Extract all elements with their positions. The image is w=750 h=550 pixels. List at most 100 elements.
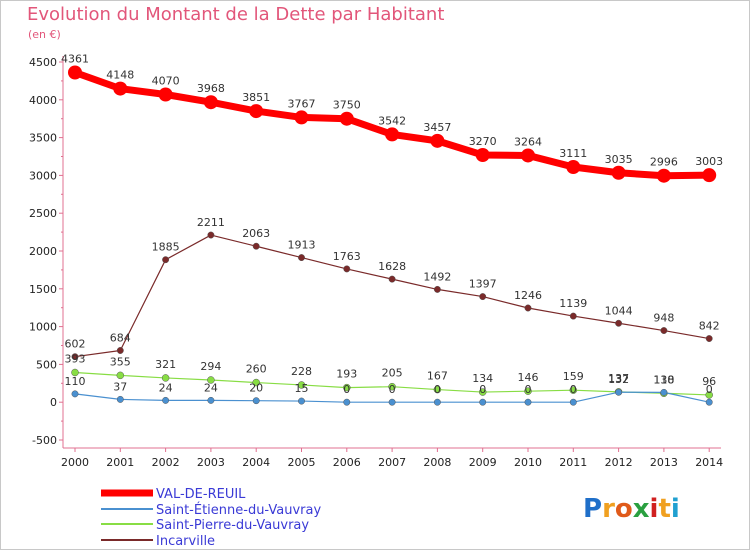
x-tick-label: 2007 <box>378 456 406 469</box>
data-label-3: 1913 <box>288 239 316 252</box>
data-label-1: 130 <box>653 373 674 386</box>
data-label-0: 3111 <box>559 147 587 160</box>
chart-title: Evolution du Montant de la Dette par Hab… <box>27 4 445 25</box>
data-label-1: 24 <box>159 381 173 394</box>
data-label-0: 3264 <box>514 135 542 148</box>
data-label-1: 0 <box>434 383 441 396</box>
series-point-1 <box>479 398 487 406</box>
data-label-3: 2063 <box>242 227 270 240</box>
series-point-0 <box>158 87 173 102</box>
logo-letter: x <box>633 494 650 524</box>
series-point-2 <box>433 385 442 394</box>
logo-letter: P <box>583 494 602 524</box>
data-label-2: 193 <box>336 368 357 381</box>
series-point-2 <box>252 378 260 387</box>
data-label-1: 0 <box>706 383 713 396</box>
series-point-3 <box>298 254 305 262</box>
data-label-1: 110 <box>65 375 86 388</box>
series-point-2 <box>116 371 125 380</box>
x-tick-label: 2002 <box>152 456 180 469</box>
data-label-0: 3035 <box>605 153 633 166</box>
series-point-3 <box>343 265 351 273</box>
x-tick-label: 2008 <box>423 456 451 469</box>
proxiti-logo: Proxiti <box>583 494 680 524</box>
data-label-0: 3750 <box>333 99 361 112</box>
data-label-2: 134 <box>472 372 493 385</box>
logo-letter: i <box>671 494 680 524</box>
x-tick-label: 2010 <box>514 456 542 469</box>
data-label-0: 3851 <box>242 91 270 104</box>
data-label-2: 321 <box>155 358 176 371</box>
data-label-2: 260 <box>246 363 267 376</box>
series-point-0 <box>339 111 354 126</box>
series-point-0 <box>611 165 626 180</box>
data-label-0: 4361 <box>61 53 89 66</box>
data-label-2: 205 <box>382 367 403 380</box>
x-tick-label: 2012 <box>605 456 633 469</box>
series-point-3 <box>116 347 124 354</box>
series-point-0 <box>113 81 128 96</box>
y-tick-label: 3500 <box>29 132 57 145</box>
logo-letter: t <box>658 494 670 524</box>
x-tick-label: 2014 <box>695 456 723 469</box>
series-point-2 <box>388 382 396 391</box>
data-label-0: 3542 <box>378 114 406 127</box>
series-point-0 <box>475 147 490 162</box>
data-label-3: 1397 <box>469 278 497 291</box>
series-point-3 <box>524 304 532 312</box>
data-label-3: 842 <box>699 320 720 333</box>
data-label-3: 1246 <box>514 289 542 302</box>
series-point-1 <box>705 398 713 406</box>
data-label-1: 0 <box>479 383 486 396</box>
y-tick-label: 4500 <box>29 56 57 69</box>
data-label-0: 3767 <box>288 97 316 110</box>
series-point-1 <box>388 398 396 406</box>
data-label-3: 1628 <box>378 260 406 273</box>
series-point-3 <box>615 319 623 327</box>
x-tick-label: 2003 <box>197 456 225 469</box>
series-point-1 <box>660 388 668 396</box>
y-tick-label: 2500 <box>29 207 57 220</box>
series-point-0 <box>656 168 671 183</box>
y-tick-label: 0 <box>50 396 57 409</box>
y-tick-label: 1500 <box>29 283 57 296</box>
series-point-0 <box>203 95 218 110</box>
data-label-1: 0 <box>389 383 396 396</box>
data-label-1: 0 <box>570 383 577 396</box>
series-point-3 <box>71 353 79 361</box>
series-point-2 <box>705 391 713 399</box>
legend-label-2: Saint-Pierre-du-Vauvray <box>156 518 309 533</box>
data-label-2: 355 <box>110 355 131 368</box>
series-point-1 <box>252 397 260 405</box>
data-label-0: 3270 <box>469 135 497 148</box>
data-label-3: 1492 <box>423 270 451 283</box>
logo-letter: r <box>602 494 615 524</box>
y-tick-label: 3000 <box>29 169 57 182</box>
data-label-2: 167 <box>427 370 448 383</box>
data-label-1: 37 <box>113 380 127 393</box>
data-label-0: 3457 <box>423 121 451 134</box>
data-label-3: 1044 <box>605 304 633 317</box>
logo-letter: i <box>650 494 659 524</box>
series-point-2 <box>297 381 306 389</box>
data-label-1: 20 <box>249 382 263 395</box>
series-point-3 <box>569 312 577 320</box>
series-point-2 <box>207 376 215 384</box>
data-label-3: 1763 <box>333 250 361 263</box>
data-label-2: 118 <box>653 373 674 386</box>
x-tick-label: 2000 <box>61 456 89 469</box>
series-point-0 <box>294 110 309 125</box>
data-label-0: 3003 <box>695 155 723 168</box>
series-point-2 <box>343 383 351 392</box>
data-label-2: 159 <box>563 370 584 383</box>
series-point-3 <box>388 275 396 283</box>
data-label-3: 684 <box>110 331 131 344</box>
x-tick-label: 2013 <box>650 456 678 469</box>
y-tick-label: 1000 <box>29 321 57 334</box>
data-label-0: 4070 <box>152 75 180 88</box>
y-tick-label: 4000 <box>29 94 57 107</box>
series-point-0 <box>521 148 535 163</box>
data-label-1: 0 <box>525 383 532 396</box>
series-point-1 <box>207 396 215 404</box>
